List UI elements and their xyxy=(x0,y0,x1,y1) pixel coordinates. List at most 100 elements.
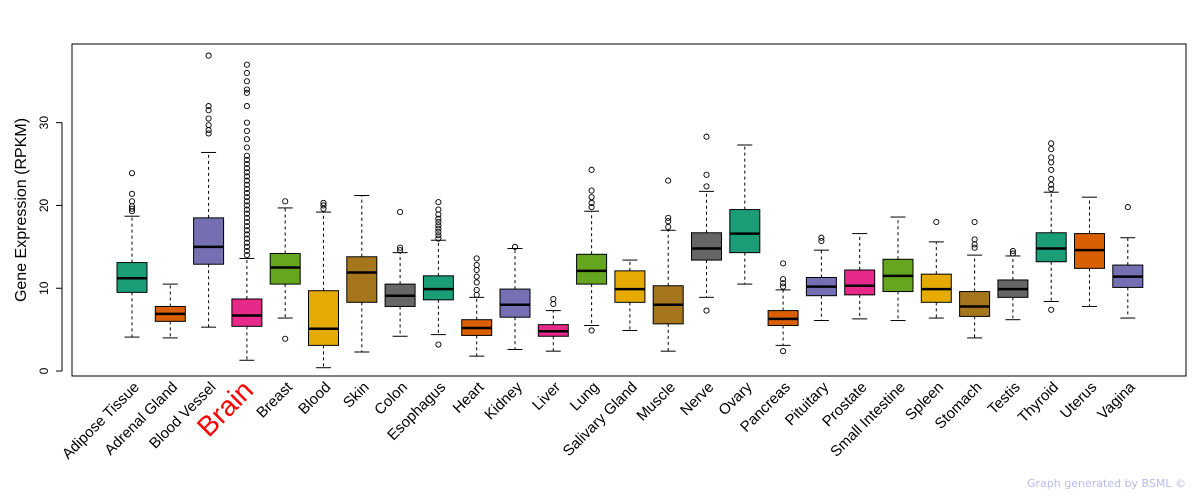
outlier-point xyxy=(243,103,250,110)
box-lung xyxy=(576,166,608,334)
iqr-box xyxy=(614,270,646,303)
outlier-point xyxy=(243,86,250,93)
box-thyroid xyxy=(1035,140,1067,313)
outlier-point xyxy=(397,209,404,216)
outlier-point xyxy=(435,341,442,348)
outlier-point xyxy=(243,156,250,163)
box-nerve xyxy=(691,133,722,314)
box-salivary-gland xyxy=(614,259,646,331)
outlier-point xyxy=(435,199,442,206)
box-stomach xyxy=(959,218,991,339)
outlier-point xyxy=(971,244,978,251)
y-tick-label: 0 xyxy=(37,367,51,374)
outlier-point xyxy=(435,232,442,239)
outlier-point xyxy=(243,169,250,176)
outlier-point xyxy=(473,255,480,262)
outlier-point xyxy=(473,266,480,274)
box-muscle xyxy=(652,177,684,352)
outlier-point xyxy=(435,228,442,235)
outlier-point xyxy=(243,202,250,209)
outlier-point xyxy=(243,247,250,255)
outlier-point xyxy=(205,115,212,122)
iqr-box xyxy=(729,209,761,254)
outlier-point xyxy=(435,215,442,222)
outlier-point xyxy=(1048,146,1055,153)
outlier-point xyxy=(703,307,710,314)
box-colon xyxy=(384,209,416,337)
outlier-point xyxy=(243,119,250,126)
box-vagina xyxy=(1112,204,1144,319)
outlier-point xyxy=(320,199,327,207)
outlier-point xyxy=(971,236,978,243)
x-label: Skin xyxy=(340,379,373,412)
x-label: Thyroid xyxy=(1015,379,1062,426)
outlier-point xyxy=(588,327,595,334)
outlier-point xyxy=(665,214,672,221)
outlier-point xyxy=(243,210,250,217)
outlier-point xyxy=(243,78,250,85)
outlier-point xyxy=(511,243,519,250)
outlier-point xyxy=(1048,181,1055,188)
y-tick-label: 30 xyxy=(37,116,51,130)
box-breast xyxy=(269,198,301,342)
outlier-point xyxy=(780,283,787,290)
outlier-point xyxy=(243,177,250,184)
outlier-point xyxy=(243,165,250,172)
x-label: Vagina xyxy=(1094,378,1139,423)
outlier-point xyxy=(703,171,710,178)
outlier-point xyxy=(205,127,212,134)
y-tick-label: 10 xyxy=(37,281,51,295)
y-tick-label: 20 xyxy=(37,198,51,212)
box-prostate xyxy=(844,233,876,320)
outlier-point xyxy=(243,218,250,226)
outlier-point xyxy=(933,218,940,226)
outlier-point xyxy=(243,181,250,188)
outlier-point xyxy=(243,173,250,180)
outlier-point xyxy=(1048,185,1055,192)
outlier-point xyxy=(128,205,136,212)
x-label: Nerve xyxy=(677,379,717,419)
outlier-point xyxy=(243,160,250,168)
outlier-point xyxy=(473,273,480,280)
outlier-point xyxy=(320,205,327,212)
outlier-point xyxy=(665,218,672,225)
outlier-point xyxy=(665,223,672,231)
outlier-point xyxy=(1048,140,1055,147)
outlier-point xyxy=(1048,175,1055,183)
outlier-point xyxy=(243,189,250,197)
outlier-point xyxy=(243,231,250,238)
credit-text: Graph generated by BSML © xyxy=(1027,477,1186,490)
outlier-point xyxy=(435,235,442,242)
outlier-point xyxy=(780,260,787,267)
outlier-point xyxy=(243,198,250,205)
x-label: Muscle xyxy=(633,379,679,425)
box-blood xyxy=(308,199,339,369)
outlier-point xyxy=(243,227,250,234)
outlier-point xyxy=(243,61,250,68)
outlier-point xyxy=(320,202,327,209)
box-pituitary xyxy=(805,234,837,322)
outlier-point xyxy=(243,252,250,259)
box-uterus xyxy=(1074,196,1105,307)
iqr-box xyxy=(844,269,876,296)
outlier-point xyxy=(1009,247,1016,255)
outlier-point xyxy=(243,214,250,221)
outlier-point xyxy=(243,223,250,230)
outlier-point xyxy=(1048,306,1055,313)
outlier-point xyxy=(128,170,136,177)
box-adipose-tissue xyxy=(116,170,148,338)
outlier-point xyxy=(243,144,250,151)
outlier-point xyxy=(243,152,250,159)
box-esophagus xyxy=(422,199,454,348)
iqr-box xyxy=(193,217,225,265)
outlier-point xyxy=(588,194,595,201)
outlier-point xyxy=(818,234,825,241)
outlier-point xyxy=(588,187,595,194)
outlier-point xyxy=(205,107,212,114)
outlier-point xyxy=(243,243,250,250)
outlier-point xyxy=(205,103,212,110)
outlier-point xyxy=(243,206,250,213)
box-ovary xyxy=(729,144,761,285)
outlier-point xyxy=(282,198,289,205)
